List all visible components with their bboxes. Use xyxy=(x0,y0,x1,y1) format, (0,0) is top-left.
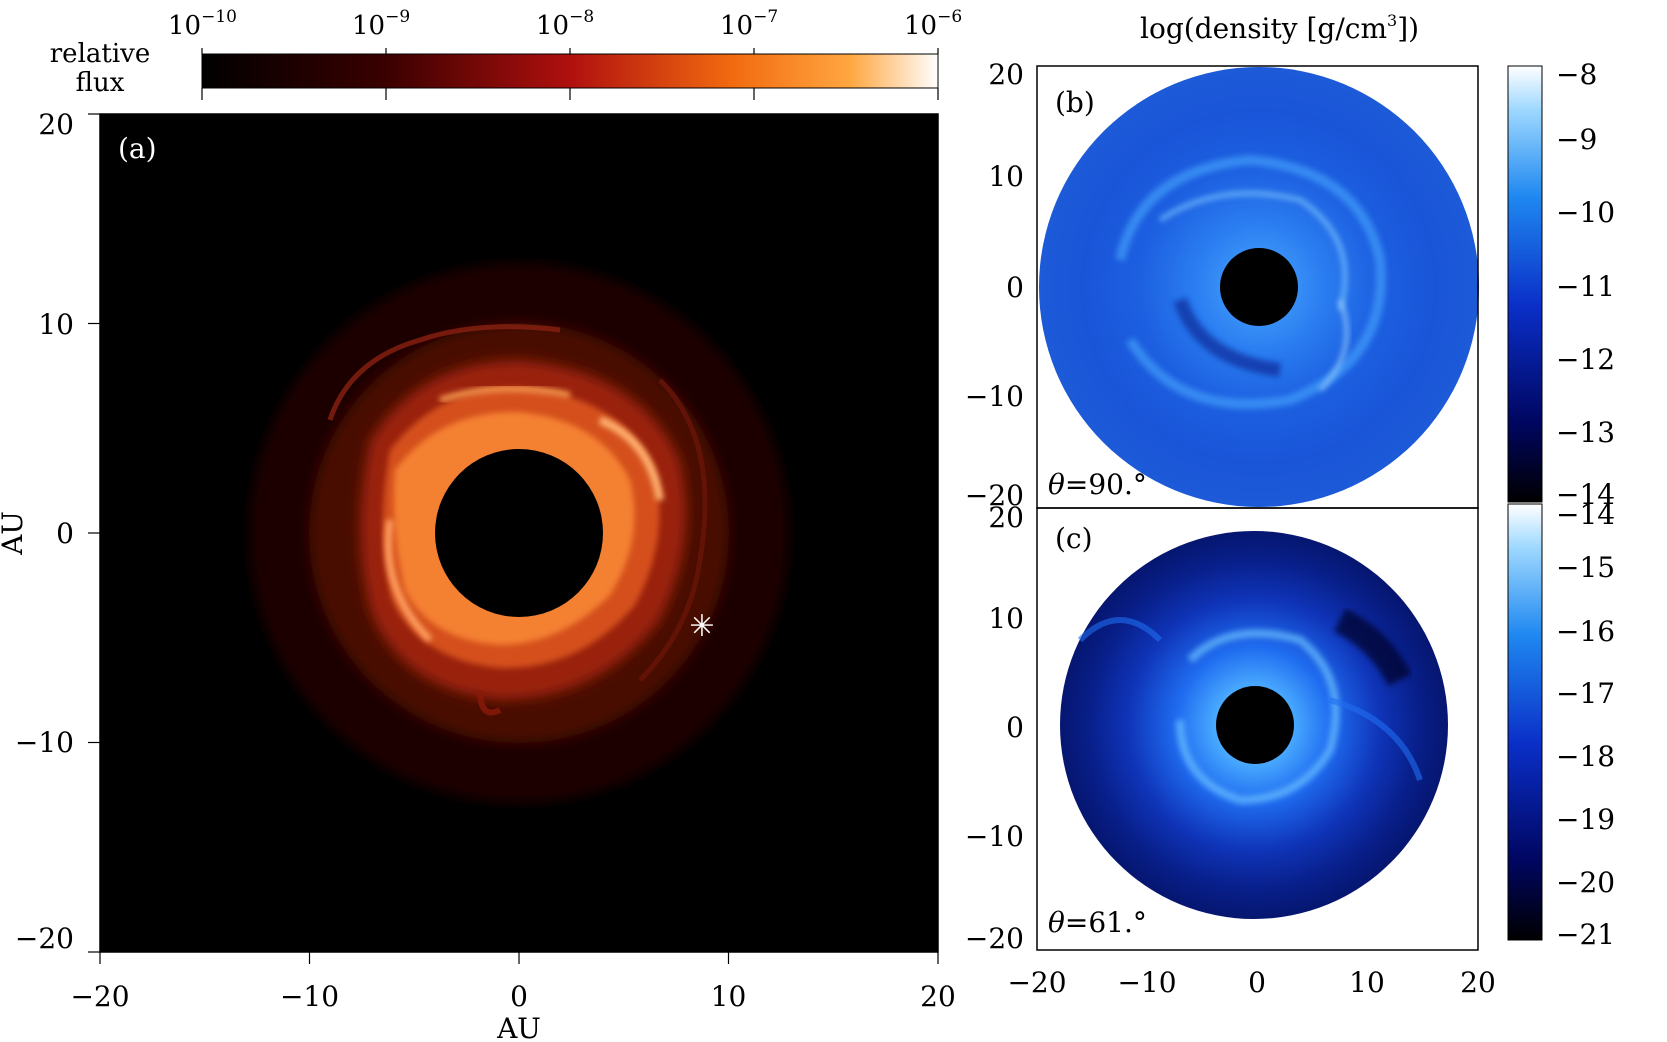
panel-a-ytick-4: −10 xyxy=(15,726,74,759)
panel-c-frame xyxy=(1036,507,1479,951)
density-lower-tick-6: −19 xyxy=(1556,803,1615,836)
panel-b-structure xyxy=(1115,154,1386,409)
panel-a-ytick-3: 0 xyxy=(56,517,74,550)
panel-c-ytick-3: 0 xyxy=(1006,711,1024,744)
panel-c-xtick-2: −10 xyxy=(1117,966,1176,999)
flux-colorbar-ticks xyxy=(201,48,939,100)
panel-a-ylabel: AU xyxy=(0,511,29,556)
flux-tick-4: 10−7 xyxy=(720,7,778,41)
central-mask xyxy=(435,449,603,617)
flux-tick-5: 10−6 xyxy=(904,7,962,41)
density-upper-tick-4: −11 xyxy=(1556,270,1615,303)
density-lower-tick-4: −17 xyxy=(1556,677,1615,710)
flux-colorbar-tick-labels: 10−10 10−9 10−8 10−7 10−6 xyxy=(168,7,962,41)
panel-b-central-mask xyxy=(1220,248,1298,326)
panel-a-label: (a) xyxy=(118,132,157,165)
panel-c-ytick-1: 20 xyxy=(988,501,1024,534)
panel-a-ticks xyxy=(88,113,939,964)
density-upper-tick-3: −10 xyxy=(1556,196,1615,229)
density-upper-tick-5: −12 xyxy=(1556,343,1615,376)
panel-a-xtick-3: 0 xyxy=(510,980,528,1013)
density-colorbar-upper xyxy=(1507,65,1543,503)
panel-b-ytick-5: −20 xyxy=(965,479,1024,512)
panel-b-ytick-3: 0 xyxy=(1006,271,1024,304)
panel-a-xtick-5: 20 xyxy=(920,980,956,1013)
density-colorbar-title: log(density [g/cm3]) xyxy=(1140,11,1419,45)
flux-colorbar-title-line2: flux xyxy=(76,68,125,98)
panel-c-xtick-3: 0 xyxy=(1248,966,1266,999)
panel-b-ytick-1: 20 xyxy=(988,58,1024,91)
panel-b: (b) θ=90.° 20 10 0 −10 −20 xyxy=(965,58,1479,512)
density-lower-tick-5: −18 xyxy=(1556,740,1615,773)
density-upper-tick-1: −8 xyxy=(1556,58,1597,91)
panel-a: 10−10 10−9 10−8 10−7 10−6 relative flux … xyxy=(0,7,962,1042)
panel-c-xtick-4: 10 xyxy=(1349,966,1385,999)
panel-a-ytick-5: −20 xyxy=(15,922,74,955)
density-lower-tick-1: −14 xyxy=(1556,498,1615,531)
density-lower-tick-8: −21 xyxy=(1556,918,1615,951)
panel-c-ytick-4: −10 xyxy=(965,820,1024,853)
density-lower-tick-3: −16 xyxy=(1556,615,1615,648)
panel-a-xtick-2: −10 xyxy=(280,980,339,1013)
flux-colorbar xyxy=(201,53,939,89)
panel-a-xtick-4: 10 xyxy=(711,980,747,1013)
density-upper-tick-2: −9 xyxy=(1556,123,1597,156)
flux-colorbar-title-line1: relative xyxy=(50,39,150,69)
panel-b-angle: θ=90.° xyxy=(1048,468,1147,501)
density-lower-tick-2: −15 xyxy=(1556,551,1615,584)
panel-c-xtick-1: −20 xyxy=(1007,966,1066,999)
panel-a-ytick-1: 20 xyxy=(38,108,74,141)
density-colorbar-lower xyxy=(1507,503,1543,941)
panel-a-xtick-1: −20 xyxy=(70,980,129,1013)
panel-a-xlabel: AU xyxy=(496,1012,541,1042)
panel-a-ytick-2: 10 xyxy=(38,308,74,341)
density-upper-tick-6: −13 xyxy=(1556,416,1615,449)
panel-b-label: (b) xyxy=(1055,86,1095,119)
panel-c-xtick-5: 20 xyxy=(1460,966,1496,999)
panel-c-label: (c) xyxy=(1055,522,1093,555)
panel-c-central-mask xyxy=(1216,686,1294,764)
panel-c-ytick-2: 10 xyxy=(988,602,1024,635)
density-colorbar: log(density [g/cm3]) −8 −9 −10 −11 −12 −… xyxy=(1140,11,1615,951)
panel-b-ytick-2: 10 xyxy=(988,160,1024,193)
flux-tick-2: 10−9 xyxy=(352,7,410,41)
panel-c-angle: θ=61.° xyxy=(1048,906,1147,939)
density-upper-tick-7: −14 xyxy=(1556,478,1615,511)
panel-b-ytick-4: −10 xyxy=(965,380,1024,413)
panel-c: (c) θ=61.° 20 10 0 −10 −20 −20 −10 0 10 … xyxy=(965,501,1496,999)
density-lower-tick-7: −20 xyxy=(1556,866,1615,899)
flux-tick-1: 10−10 xyxy=(168,7,237,41)
flux-tick-3: 10−8 xyxy=(536,7,594,41)
panel-c-ytick-5: −20 xyxy=(965,922,1024,955)
star-marker: ✳ xyxy=(689,609,714,644)
panel-c-structure xyxy=(1077,608,1423,805)
